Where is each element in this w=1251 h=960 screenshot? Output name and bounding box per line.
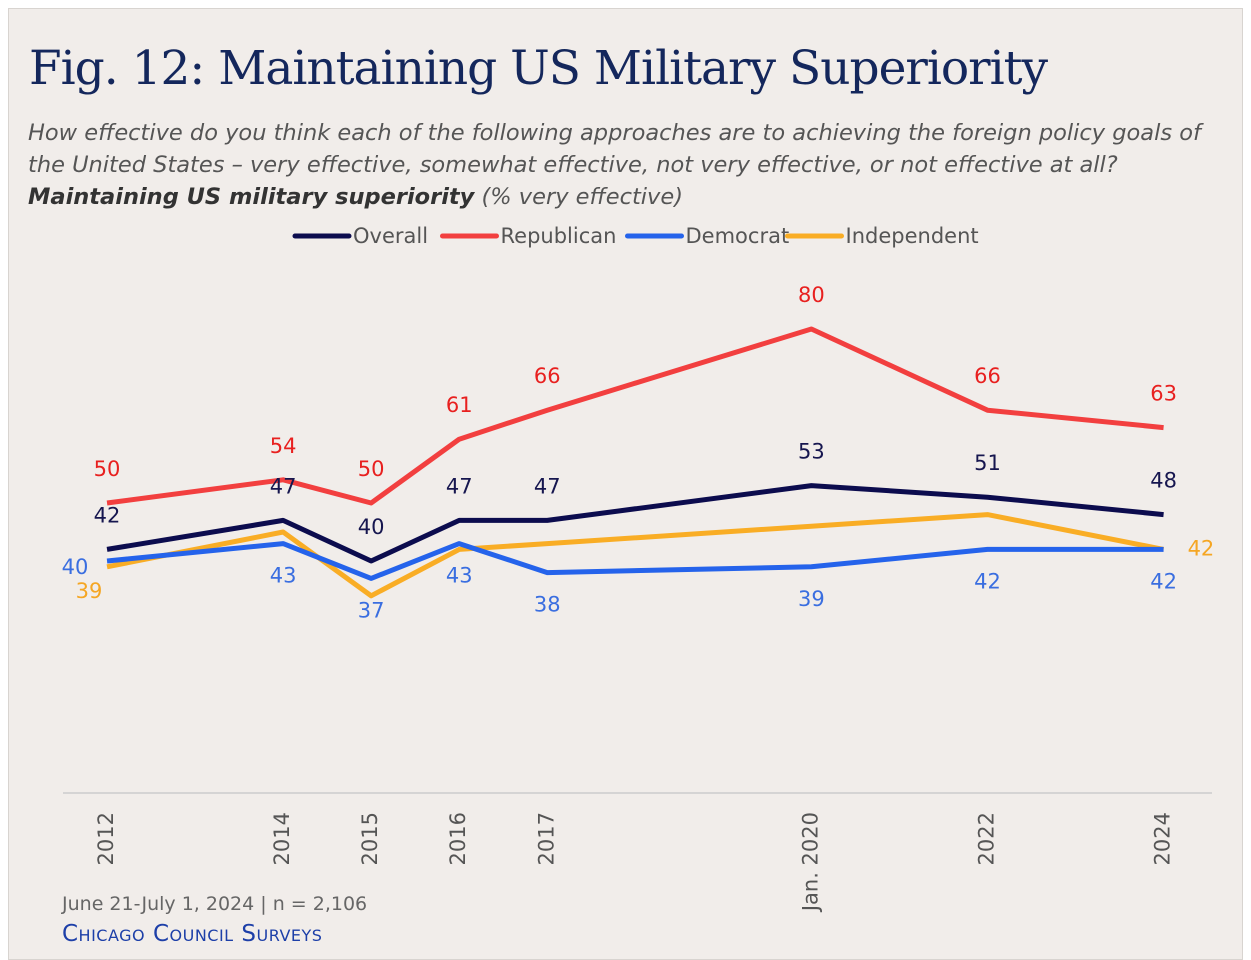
- data-label: 53: [798, 440, 825, 464]
- data-label: 42: [974, 569, 1001, 593]
- legend-label: Democrat: [686, 224, 790, 248]
- data-label: 66: [974, 364, 1001, 388]
- legend-label: Overall: [353, 224, 428, 248]
- data-label: 38: [534, 593, 561, 617]
- data-label: 47: [534, 474, 561, 498]
- data-label: 50: [94, 457, 121, 481]
- chart-title: Fig. 12: Maintaining US Military Superio…: [29, 41, 1048, 96]
- data-label: 54: [270, 434, 297, 458]
- subtitle-text: How effective do you think each of the f…: [28, 120, 1201, 178]
- legend-label: Republican: [501, 224, 617, 248]
- data-label: 39: [798, 587, 825, 611]
- source-note: June 21-July 1, 2024 | n = 2,106: [62, 893, 368, 915]
- subtitle-emphasis: Maintaining US military superiority: [28, 184, 475, 210]
- data-label: 40: [358, 515, 385, 539]
- x-tick-label: 2012: [94, 812, 118, 865]
- data-label: 61: [446, 393, 473, 417]
- subtitle-unit: (% very effective): [474, 184, 683, 210]
- x-tick-label: Jan. 2020: [798, 812, 822, 913]
- data-label: 42: [1188, 536, 1215, 560]
- series-line: [106, 326, 1164, 506]
- data-label: 47: [270, 474, 297, 498]
- series-line: [106, 541, 1164, 581]
- data-label: 42: [94, 503, 121, 527]
- x-tick-label: 2022: [974, 812, 998, 865]
- data-label: 51: [974, 451, 1001, 475]
- data-label: 47: [446, 474, 473, 498]
- data-label: 63: [1150, 382, 1177, 406]
- data-label: 43: [446, 564, 473, 588]
- x-tick-label: 2024: [1151, 812, 1175, 865]
- x-tick-label: 2017: [534, 812, 558, 865]
- data-label: 43: [270, 564, 297, 588]
- data-label: 66: [534, 364, 561, 388]
- data-label: 80: [798, 283, 825, 307]
- data-label: 42: [1150, 569, 1177, 593]
- data-label: 50: [358, 457, 385, 481]
- x-tick-label: 2016: [446, 812, 470, 865]
- legend-label: Independent: [846, 224, 979, 248]
- series-line: [106, 483, 1164, 564]
- series-line: [106, 512, 1165, 599]
- data-label: 39: [76, 579, 103, 603]
- x-tick-label: 2015: [358, 812, 382, 865]
- chart-frame: Fig. 12: Maintaining US Military Superio…: [8, 8, 1243, 960]
- data-label: 40: [62, 555, 89, 579]
- data-label: 37: [358, 598, 385, 622]
- data-label: 48: [1150, 469, 1177, 493]
- x-tick-label: 2014: [270, 812, 294, 865]
- brand: Chicago Council Surveys: [62, 921, 323, 947]
- chart-subtitle: How effective do you think each of the f…: [28, 117, 1228, 213]
